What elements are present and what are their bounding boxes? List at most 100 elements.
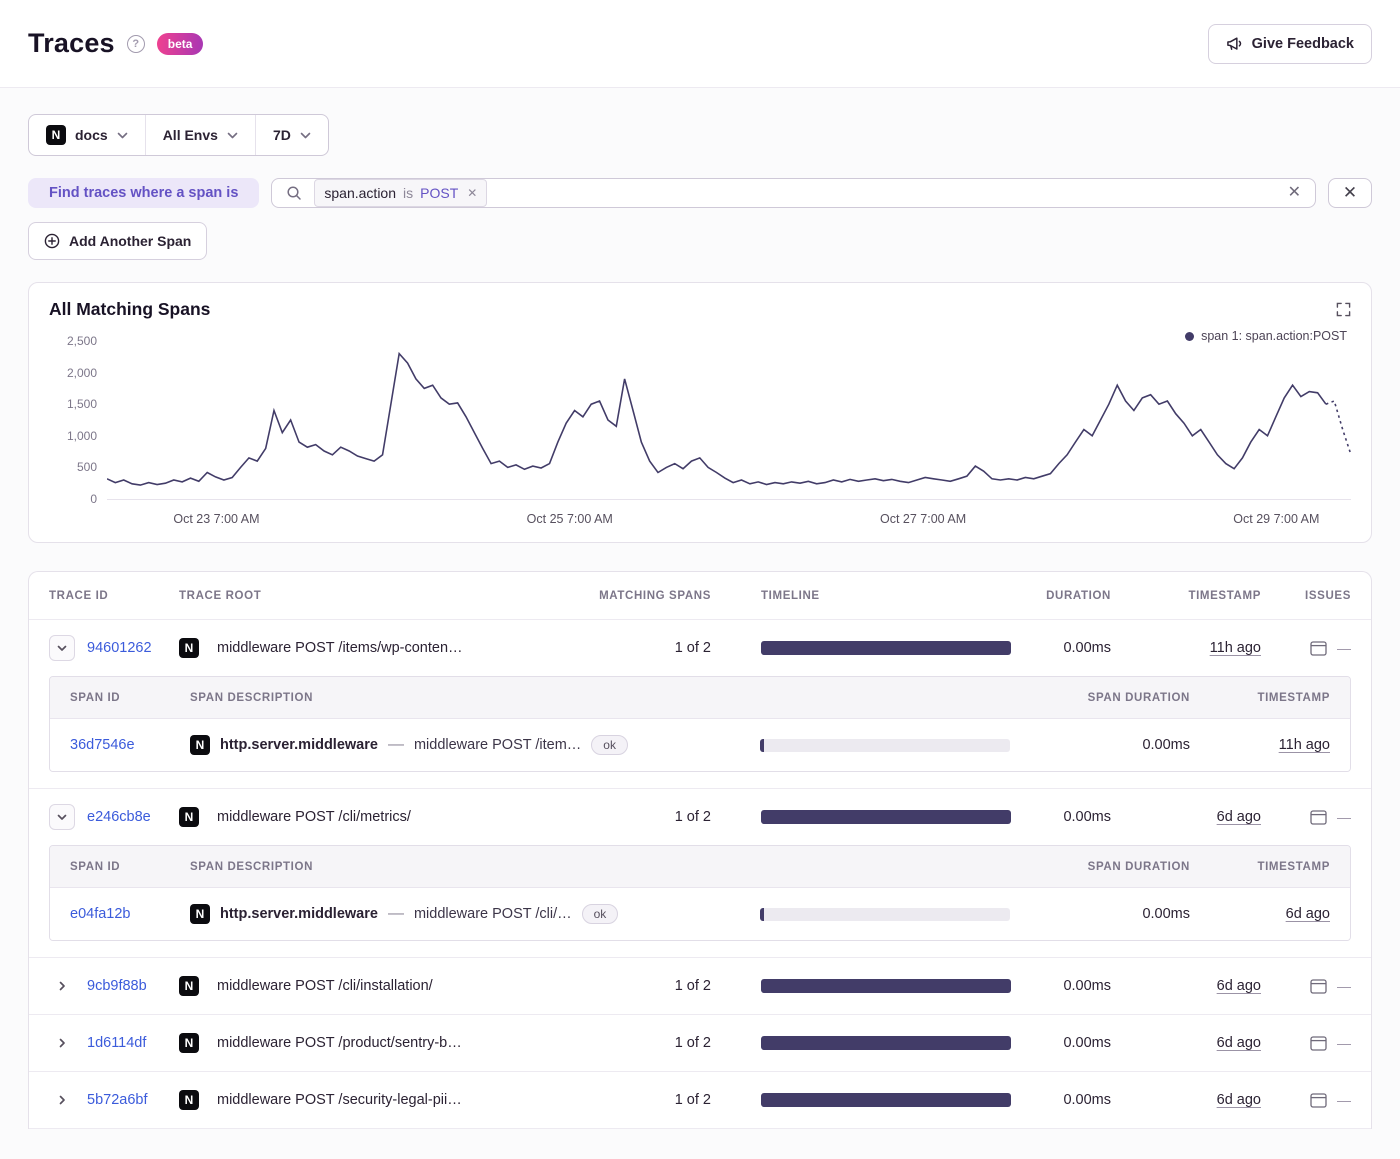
span-row[interactable]: e04fa12b N http.server.middleware — midd… [50, 888, 1350, 940]
span-timeline-fill [760, 738, 764, 752]
search-icon [286, 185, 302, 201]
remove-span-filter-button[interactable]: ✕ [1328, 178, 1372, 208]
chart-line [107, 351, 1327, 486]
duration-value: 0.00ms [1063, 640, 1111, 656]
span-timestamp-value: 6d ago [1285, 906, 1330, 922]
trace-root-label: middleware POST /cli/installation/ [217, 978, 433, 994]
span-duration-value: 0.00ms [1142, 906, 1190, 922]
trace-rows: 94601262 N middleware POST /items/wp-con… [29, 620, 1371, 1129]
add-another-span-button[interactable]: Add Another Span [28, 222, 208, 260]
nextjs-platform-icon: N [179, 1090, 199, 1110]
nextjs-platform-icon: N [46, 125, 66, 145]
x-axis-label: Oct 29 7:00 AM [1233, 512, 1320, 526]
timeline-bar [761, 1036, 1011, 1050]
span-row[interactable]: 36d7546e N http.server.middleware — midd… [50, 719, 1350, 771]
help-icon[interactable]: ? [126, 34, 145, 53]
megaphone-icon [1226, 35, 1243, 52]
trace-group: 94601262 N middleware POST /items/wp-con… [29, 620, 1371, 789]
page-title: Traces [28, 28, 115, 58]
duration-value: 0.00ms [1063, 1092, 1111, 1108]
y-axis-label: 2,500 [66, 334, 97, 348]
give-feedback-button[interactable]: Give Feedback [1207, 23, 1372, 64]
span-filter-label: Find traces where a span is [28, 178, 260, 208]
trace-id-link[interactable]: 1d6114df [87, 1035, 147, 1051]
matching-spans-count: 1 of 2 [674, 1035, 711, 1051]
timestamp-value: 6d ago [1216, 978, 1261, 994]
matching-spans-count: 1 of 2 [674, 640, 711, 656]
chevron-down-icon [117, 132, 128, 139]
trace-root-label: middleware POST /product/sentry-b… [217, 1035, 462, 1051]
fullscreen-icon[interactable] [1336, 302, 1351, 317]
nextjs-platform-icon: N [179, 807, 199, 827]
chevron-down-icon [300, 132, 311, 139]
no-issues-dash: — [1337, 809, 1351, 825]
table-row[interactable]: 1d6114df N middleware POST /product/sent… [29, 1015, 1371, 1071]
trace-id-link[interactable]: 94601262 [87, 640, 152, 656]
timestamp-value: 6d ago [1216, 809, 1261, 825]
trace-root-label: middleware POST /cli/metrics/ [217, 809, 411, 825]
expand-chevron-icon[interactable] [49, 973, 75, 999]
duration-value: 0.00ms [1063, 978, 1111, 994]
timeline-bar [761, 979, 1011, 993]
span-search-input[interactable]: span.action is POST ✕ ✕ [271, 178, 1316, 208]
span-subtable: SPAN ID SPAN DESCRIPTION SPAN DURATION T… [49, 676, 1351, 772]
col-trace-id: TRACE ID [49, 589, 109, 602]
col-timeline: TIMELINE [761, 589, 820, 602]
col-issues: ISSUES [1305, 589, 1351, 602]
issues-icon [1310, 978, 1327, 994]
x-axis-label: Oct 27 7:00 AM [879, 512, 967, 526]
col-span-id: SPAN ID [70, 691, 121, 704]
matching-spans-count: 1 of 2 [674, 978, 711, 994]
table-row[interactable]: 94601262 N middleware POST /items/wp-con… [29, 620, 1371, 676]
y-axis-label: 500 [76, 460, 97, 475]
span-operation: http.server.middleware [220, 906, 378, 922]
span-id-link[interactable]: 36d7546e [70, 737, 135, 753]
expand-chevron-icon[interactable] [49, 1087, 75, 1113]
beta-badge: beta [156, 32, 204, 55]
token-operator: is [403, 185, 414, 201]
matching-spans-count: 1 of 2 [674, 1092, 711, 1108]
table-row[interactable]: 9cb9f88b N middleware POST /cli/installa… [29, 958, 1371, 1014]
remove-token-icon[interactable]: ✕ [467, 186, 478, 200]
table-row[interactable]: 5b72a6bf N middleware POST /security-leg… [29, 1072, 1371, 1128]
col-trace-root: TRACE ROOT [179, 589, 262, 602]
span-subtable: SPAN ID SPAN DESCRIPTION SPAN DURATION T… [49, 845, 1351, 941]
project-selector[interactable]: N docs [29, 115, 146, 155]
environment-selector-label: All Envs [162, 127, 218, 143]
span-duration-value: 0.00ms [1142, 737, 1190, 753]
table-row[interactable]: e246cb8e N middleware POST /cli/metrics/… [29, 789, 1371, 845]
expand-chevron-icon[interactable] [49, 635, 75, 661]
y-axis-label: 1,000 [66, 428, 97, 443]
col-timestamp: TIMESTAMP [1188, 589, 1261, 602]
issues-icon [1310, 1092, 1327, 1108]
separator-dash: — [387, 905, 404, 922]
span-subtable-header: SPAN ID SPAN DESCRIPTION SPAN DURATION T… [50, 677, 1350, 719]
no-issues-dash: — [1337, 978, 1351, 994]
timeline-bar [761, 810, 1011, 824]
span-id-link[interactable]: e04fa12b [70, 906, 131, 922]
x-axis-label: Oct 25 7:00 AM [526, 512, 613, 526]
trace-root-label: middleware POST /security-legal-pii… [217, 1092, 462, 1108]
date-range-selector[interactable]: 7D [256, 115, 328, 155]
nextjs-platform-icon: N [190, 904, 210, 924]
chart-plot-area [107, 336, 1351, 506]
trace-id-link[interactable]: e246cb8e [87, 809, 151, 825]
page-filter-bar: N docs All Envs 7D [28, 114, 329, 156]
trace-group: 1d6114df N middleware POST /product/sent… [29, 1015, 1371, 1072]
col-span-description: SPAN DESCRIPTION [190, 860, 314, 873]
clear-search-icon[interactable]: ✕ [1287, 184, 1301, 201]
filter-token[interactable]: span.action is POST ✕ [314, 179, 488, 207]
expand-chevron-icon[interactable] [49, 804, 75, 830]
no-issues-dash: — [1337, 640, 1351, 656]
trace-group: 9cb9f88b N middleware POST /cli/installa… [29, 958, 1371, 1015]
environment-selector[interactable]: All Envs [146, 115, 256, 155]
token-value: POST [420, 185, 459, 201]
chart-line-dashed [1325, 399, 1351, 456]
trace-id-link[interactable]: 5b72a6bf [87, 1092, 148, 1108]
col-span-timestamp: TIMESTAMP [1257, 860, 1330, 873]
nextjs-platform-icon: N [179, 1033, 199, 1053]
expand-chevron-icon[interactable] [49, 1030, 75, 1056]
chart-title: All Matching Spans [49, 299, 211, 319]
page-header: Traces ? beta Give Feedback [0, 0, 1400, 88]
trace-id-link[interactable]: 9cb9f88b [87, 978, 147, 994]
